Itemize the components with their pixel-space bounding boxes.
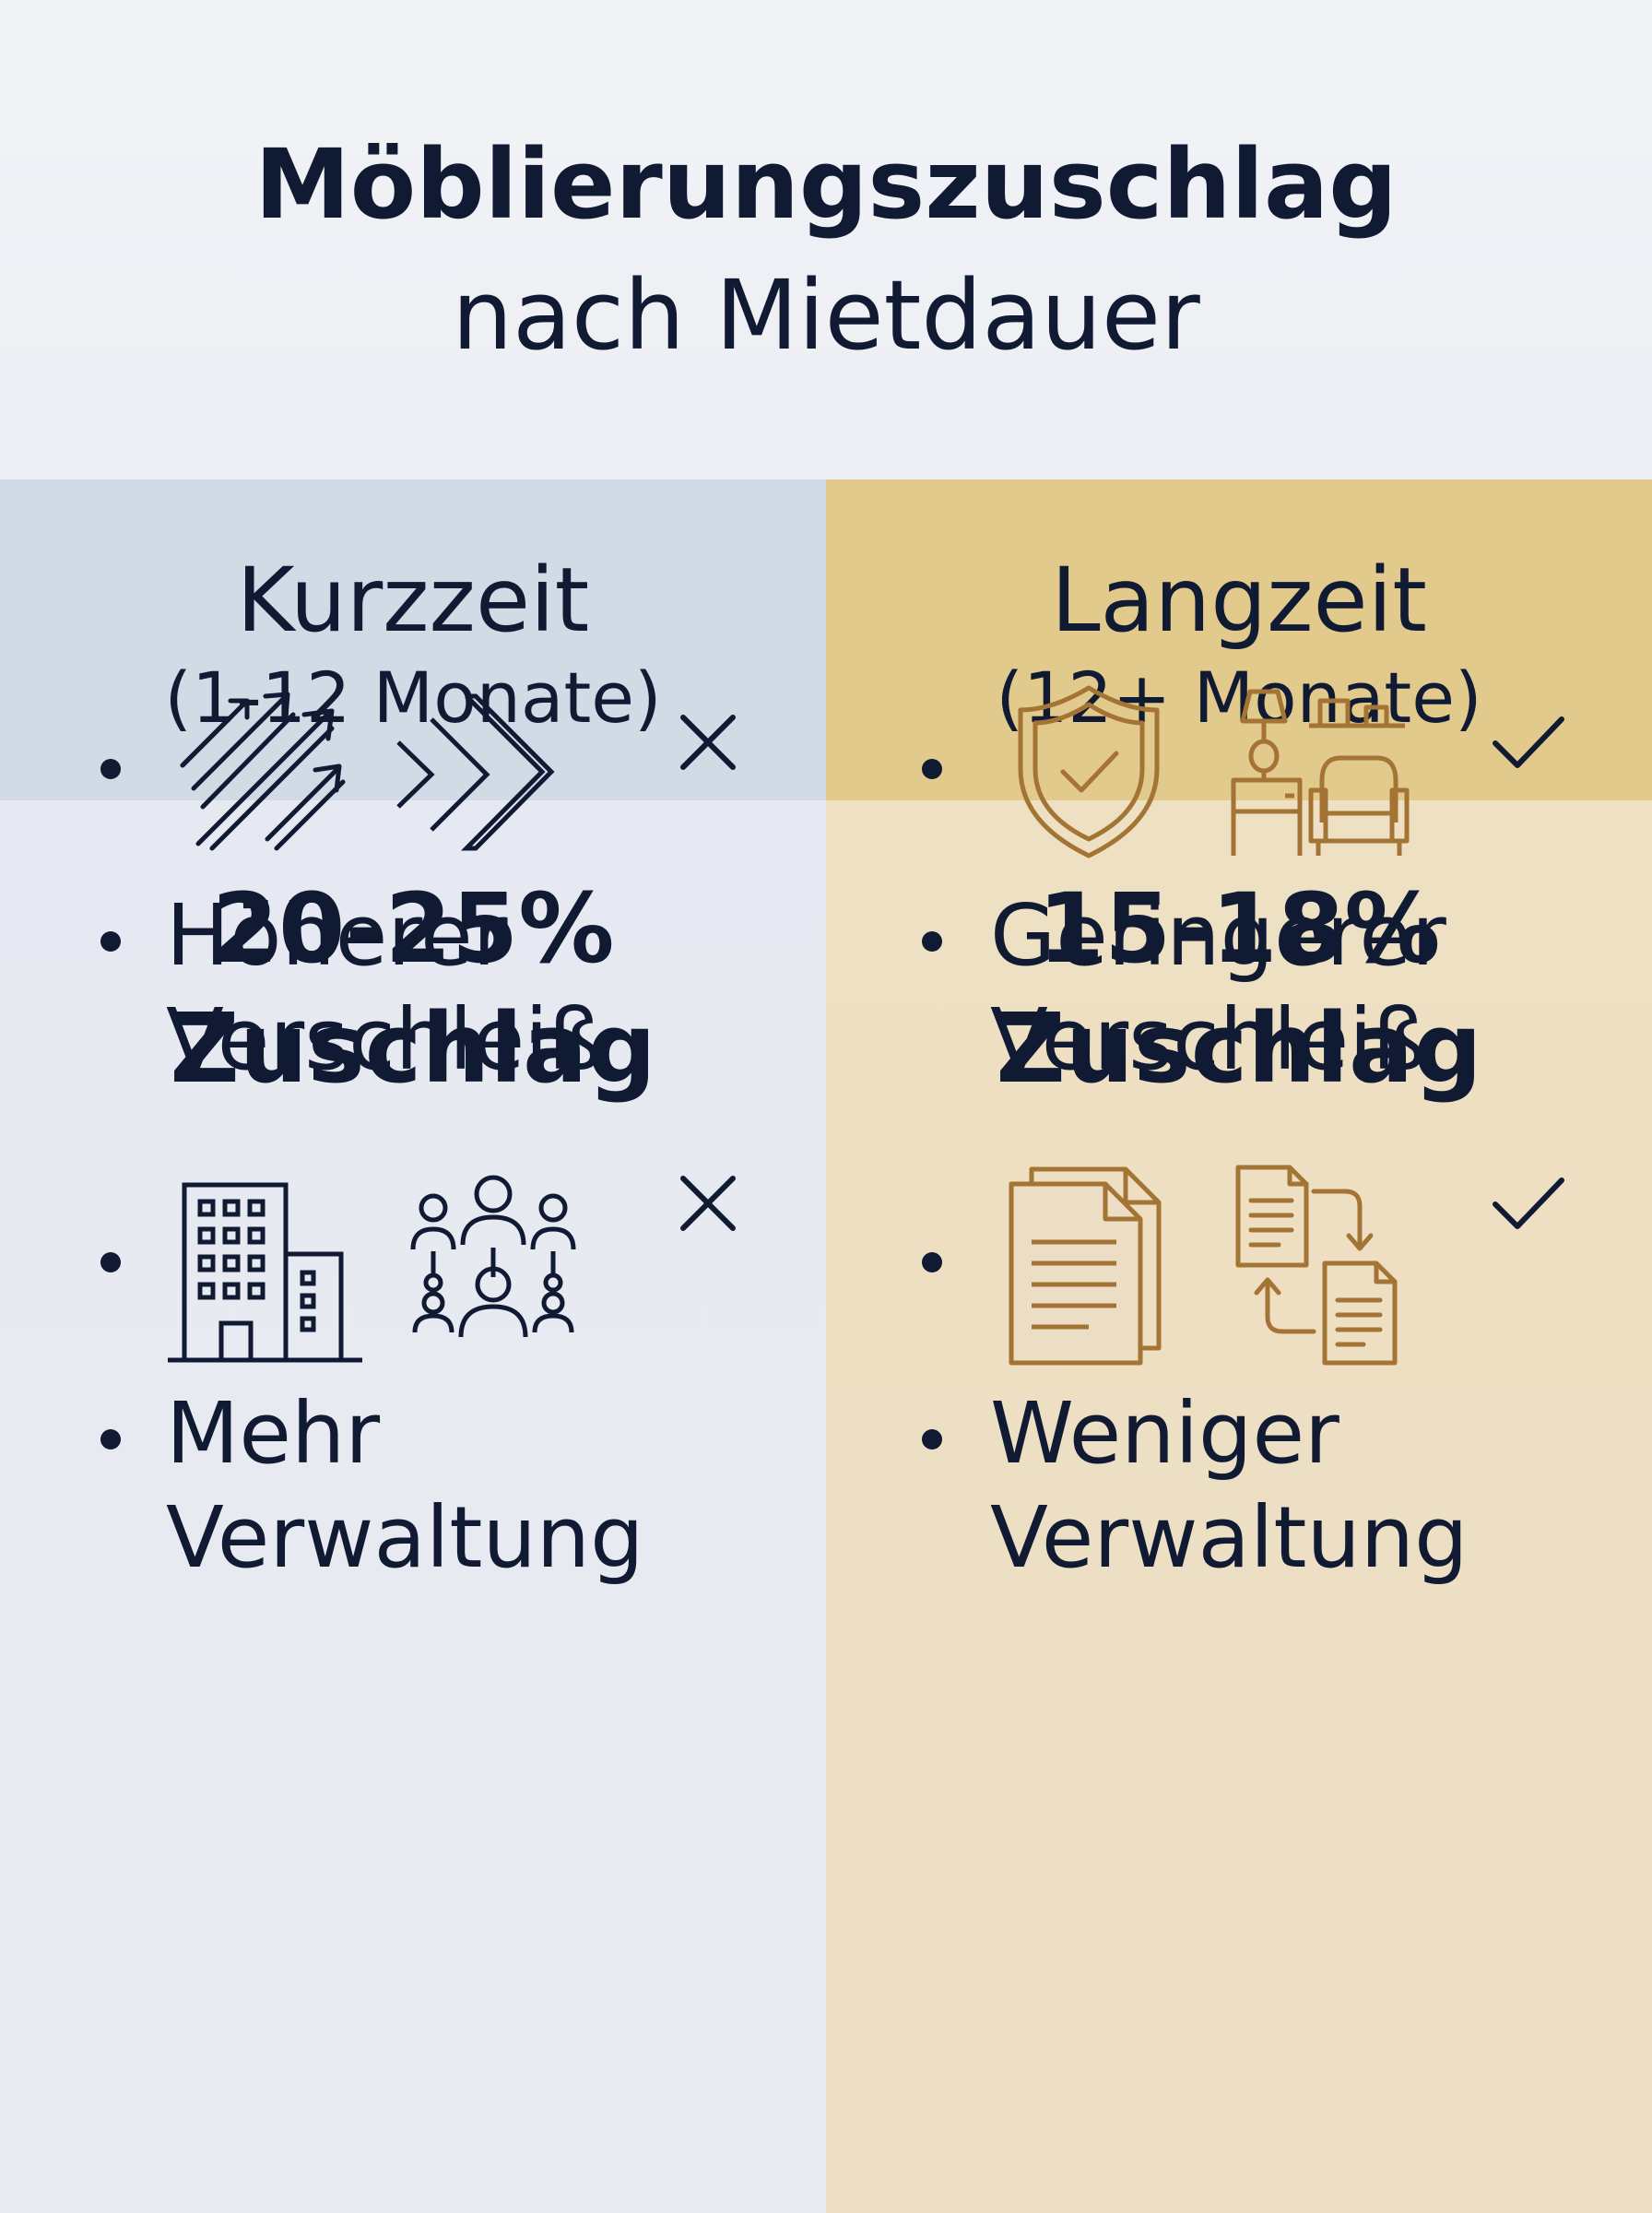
item-text-line: Verwaltung: [166, 1488, 644, 1587]
item-text-line: Verwaltung: [990, 1488, 1469, 1587]
column-label: Kurzzeit: [236, 549, 590, 652]
item-text-line: Mehr: [166, 1384, 381, 1483]
item-text-line: Geringerer: [990, 886, 1446, 985]
page-title: Möblierungszuschlag: [254, 128, 1398, 241]
bullet: [100, 931, 121, 952]
people-network-icon: [410, 1175, 576, 1338]
bullet: [100, 759, 121, 779]
office-building-icon: [168, 1182, 362, 1363]
arrows-icon: [180, 692, 346, 851]
item-text-line: Höherer: [166, 886, 508, 985]
check-icon: [1493, 716, 1564, 768]
page-header: Möblierungszuschlag nach Mietdauer: [0, 0, 1652, 479]
bullet: [922, 1429, 942, 1450]
column-long-term: Langzeit (12+ Monate) 15-18% Zuschlag: [826, 479, 1652, 2213]
bullet: [922, 931, 942, 952]
cross-icon: [680, 715, 736, 770]
bullet: [922, 1252, 942, 1272]
surcharge-percentage: 20-25%: [211, 872, 615, 985]
page-subtitle: nach Mietdauer: [452, 259, 1200, 372]
bullet: [100, 1252, 121, 1272]
surcharge-label: Zuschlag: [996, 992, 1482, 1105]
column-header-long-term: Langzeit (12+ Monate): [826, 479, 1652, 800]
surcharge-percentage: 15-18%: [1037, 872, 1441, 985]
documents-icon: [1009, 1166, 1162, 1366]
column-short-term: Kurzzeit (1-12 Monate) 20-25% Zuschlag H…: [0, 479, 826, 2213]
surcharge-label: Zuschlag: [170, 992, 656, 1105]
bullet: [100, 1429, 121, 1450]
furniture-icon: [1231, 689, 1410, 856]
item-text-line: Verschleiß: [990, 990, 1426, 1089]
shield-check-icon: [1018, 685, 1160, 858]
document-exchange-icon: [1235, 1165, 1398, 1366]
column-label: Langzeit: [1051, 549, 1427, 652]
check-icon: [1493, 1178, 1564, 1229]
chevrons-icon: [396, 693, 555, 851]
bullet: [922, 759, 942, 779]
item-text-line: Weniger: [990, 1384, 1339, 1483]
column-duration: (1-12 Monate): [164, 657, 662, 739]
cross-icon: [680, 1176, 736, 1231]
item-text-line: Verschleiß: [166, 990, 602, 1089]
column-header-short-term: Kurzzeit (1-12 Monate): [0, 479, 826, 800]
